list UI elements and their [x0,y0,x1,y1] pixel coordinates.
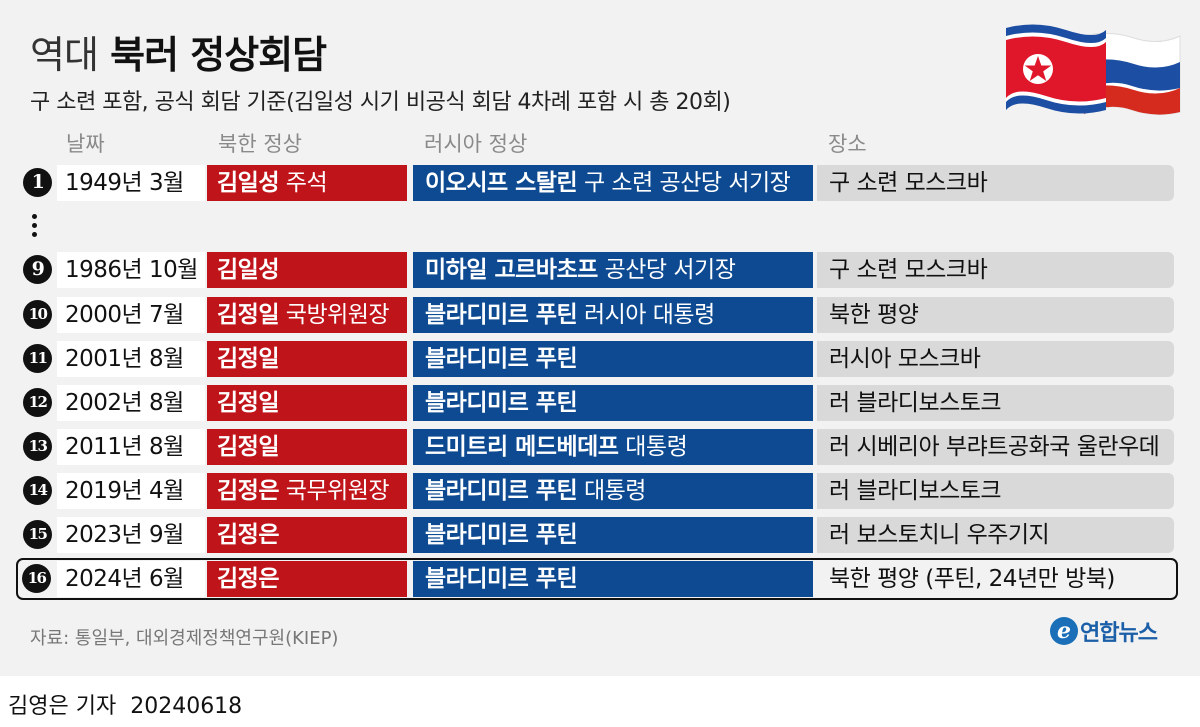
nk-leader-name: 김정은 [217,522,279,548]
column-header-place: 장소 [828,132,867,156]
row-date: 2019년 4월 [57,473,205,509]
row-number-badge: 14 [23,476,52,505]
row-number-badge: 10 [23,300,52,329]
row-nk-leader: 김정일 [207,341,407,377]
nk-leader-name: 김정일 [217,302,279,328]
ru-leader-name: 블라디미르 푸틴 [425,346,578,372]
row-place: 북한 평양 (푸틴, 24년만 방북) [829,566,1115,592]
ru-leader-name: 블라디미르 푸틴 [425,390,578,416]
ru-leader-title: 러시아 대통령 [577,302,715,328]
nk-leader-name: 김정일 [217,346,279,372]
row-ru-leader: 블라디미르 푸틴 러시아 대통령 [413,297,813,333]
yonhap-logo: e 연합뉴스 [1050,615,1158,655]
ru-leader-title: 대통령 [618,434,688,460]
row-number-badge: 12 [23,388,52,417]
north-korea-russia-flags-icon [1006,24,1181,116]
nk-leader-name: 김정은 [217,566,279,592]
page-title: 역대 북러 정상회담 [30,24,327,79]
logo-text: 연합뉴스 [1080,621,1158,646]
column-header-ru-leader: 러시아 정상 [424,132,528,156]
nk-leader-title: 국무위원장 [278,478,390,504]
title-bold: 북러 정상회담 [110,33,327,77]
row-date: 2001년 8월 [57,341,205,377]
title-light: 역대 [30,33,99,77]
row-nk-leader: 김정일 국방위원장 [207,297,407,333]
row-place: 구 소련 모스크바 [817,165,1174,201]
row-date: 2024년 6월 [57,561,205,597]
row-nk-leader: 김정일 [207,429,407,465]
row-nk-leader: 김정은 [207,517,407,553]
row-nk-leader: 김일성 주석 [207,165,407,201]
row-date: 1949년 3월 [57,165,205,201]
row-place: 러 블라디보스토크 [817,385,1174,421]
row-number-badge: 16 [22,564,51,593]
row-place: 구 소련 모스크바 [817,252,1174,288]
row-date: 2023년 9월 [57,517,205,553]
row-nk-leader: 김정일 [207,385,407,421]
table-row: 11 2001년 8월 김정일 블라디미르 푸틴 러시아 모스크바 [20,341,1176,377]
nk-leader-title: 주석 [278,170,328,196]
row-ru-leader: 이오시프 스탈린 구 소련 공산당 서기장 [413,165,813,201]
yonhap-logo-icon: e [1050,617,1078,645]
nk-leader-name: 김일성 [217,257,279,283]
ru-leader-name: 블라디미르 푸틴 [425,302,578,328]
ru-leader-name: 이오시프 스탈린 [425,170,578,196]
row-date: 1986년 10월 [57,252,205,288]
column-header-date: 날짜 [66,132,105,156]
source-note: 자료: 통일부, 대외경제정책연구원(KIEP) [30,628,339,649]
row-number-badge: 15 [23,520,52,549]
table-row: 10 2000년 7월 김정일 국방위원장 블라디미르 푸틴 러시아 대통령 북… [20,297,1176,333]
row-place: 러 시베리아 부랴트공화국 울란우데 [817,429,1174,465]
reporter-name: 김영은 기자 [8,694,117,719]
row-ru-leader: 블라디미르 푸틴 [413,561,813,597]
table-row: 9 1986년 10월 김일성 미하일 고르바초프 공산당 서기장 구 소련 모… [20,252,1176,288]
ru-leader-title: 구 소련 공산당 서기장 [577,170,791,196]
row-place: 북한 평양 [817,297,1174,333]
infographic-panel: 역대 북러 정상회담 구 소련 포함, 공식 회담 기준(김일성 시기 비공식 … [0,0,1200,676]
ru-leader-name: 미하일 고르바초프 [425,257,598,283]
table-row-latest: 16 2024년 6월 김정은 블라디미르 푸틴 북한 평양 (푸틴, 24년만… [16,558,1178,600]
column-header-nk-leader: 북한 정상 [218,132,302,156]
row-ru-leader: 블라디미르 푸틴 대통령 [413,473,813,509]
table-row: 14 2019년 4월 김정은 국무위원장 블라디미르 푸틴 대통령 러 블라디… [20,473,1176,509]
subtitle: 구 소련 포함, 공식 회담 기준(김일성 시기 비공식 회담 4차례 포함 시… [30,90,731,115]
row-place: 러 블라디보스토크 [817,473,1174,509]
ru-leader-name: 블라디미르 푸틴 [425,566,578,592]
ru-leader-title: 공산당 서기장 [597,257,736,283]
nk-leader-name: 김정일 [217,390,279,416]
row-ru-leader: 블라디미르 푸틴 [413,517,813,553]
ru-leader-title: 대통령 [577,478,646,504]
ru-leader-name: 블라디미르 푸틴 [425,522,578,548]
nk-leader-name: 김정은 [217,478,279,504]
nk-leader-name: 김정일 [217,434,279,460]
row-place: 러 보스토치니 우주기지 [817,517,1174,553]
vertical-ellipsis-icon [31,214,39,240]
row-number-badge: 1 [23,168,52,197]
row-number-badge: 13 [23,432,52,461]
nk-leader-title: 국방위원장 [278,302,390,328]
date-stamp: 20240618 [130,694,243,719]
ru-leader-name: 블라디미르 푸틴 [425,478,578,504]
row-number-badge: 9 [23,255,52,284]
table-row: 13 2011년 8월 김정일 드미트리 메드베데프 대통령 러 시베리아 부랴… [20,429,1176,465]
row-ru-leader: 드미트리 메드베데프 대통령 [413,429,813,465]
row-ru-leader: 미하일 고르바초프 공산당 서기장 [413,252,813,288]
nk-leader-name: 김일성 [217,170,279,196]
row-place: 러시아 모스크바 [817,341,1174,377]
row-ru-leader: 블라디미르 푸틴 [413,385,813,421]
row-date: 2002년 8월 [57,385,205,421]
row-date: 2000년 7월 [57,297,205,333]
table-row: 12 2002년 8월 김정일 블라디미르 푸틴 러 블라디보스토크 [20,385,1176,421]
table-row: 15 2023년 9월 김정은 블라디미르 푸틴 러 보스토치니 우주기지 [20,517,1176,553]
row-number-badge: 11 [23,344,52,373]
row-nk-leader: 김정은 [207,561,407,597]
ru-leader-name: 드미트리 메드베데프 [425,434,619,460]
row-ru-leader: 블라디미르 푸틴 [413,341,813,377]
byline: 김영은 기자 20240618 [8,688,242,720]
row-nk-leader: 김일성 [207,252,407,288]
table-row: 1 1949년 3월 김일성 주석 이오시프 스탈린 구 소련 공산당 서기장 … [20,165,1176,201]
row-date: 2011년 8월 [57,429,205,465]
row-nk-leader: 김정은 국무위원장 [207,473,407,509]
